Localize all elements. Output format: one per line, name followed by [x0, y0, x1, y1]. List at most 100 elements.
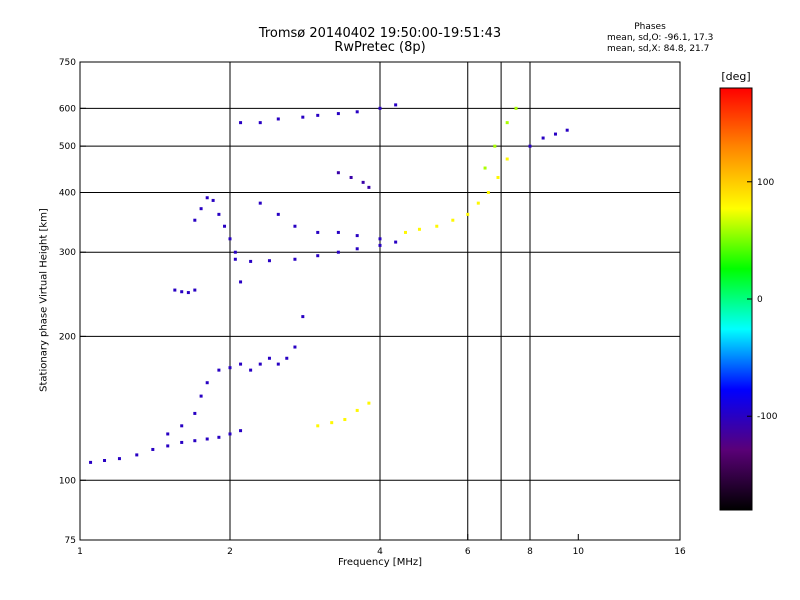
data-point	[285, 356, 289, 360]
data-point	[211, 198, 215, 202]
data-point	[293, 224, 297, 228]
data-point	[180, 290, 184, 294]
data-point	[336, 250, 340, 254]
data-point	[316, 113, 320, 117]
data-point	[355, 234, 359, 238]
data-point	[343, 418, 347, 422]
data-point	[505, 121, 509, 125]
data-point	[205, 381, 209, 385]
data-point	[217, 368, 221, 372]
data-point	[476, 201, 480, 205]
y-tick-label: 300	[59, 248, 76, 258]
data-point	[394, 240, 398, 244]
data-point	[151, 447, 155, 451]
data-point	[293, 345, 297, 349]
phase-stats-o: mean, sd,O: -96.1, 17.3	[607, 33, 714, 43]
data-point	[367, 185, 371, 189]
data-point	[239, 429, 243, 433]
data-point	[233, 250, 237, 254]
data-point	[205, 196, 209, 200]
data-point	[193, 439, 197, 443]
y-tick-label: 400	[59, 188, 76, 198]
data-point	[451, 218, 455, 222]
data-point	[89, 460, 93, 464]
chart-title: Tromsø 20140402 19:50:00-19:51:43	[258, 26, 502, 41]
data-point	[565, 128, 569, 132]
data-point	[301, 115, 305, 119]
data-point	[483, 166, 487, 170]
data-point	[493, 144, 497, 148]
x-axis-label: Frequency [MHz]	[337, 557, 423, 568]
data-point	[193, 288, 197, 292]
data-point	[193, 411, 197, 415]
data-point	[435, 224, 439, 228]
data-point	[403, 230, 407, 234]
phase-stats-x: mean, sd,X: 84.8, 21.7	[607, 44, 710, 54]
data-point	[316, 254, 320, 258]
data-point	[258, 201, 262, 205]
data-point	[541, 136, 545, 140]
data-point	[135, 453, 139, 457]
colorbar-tick-label: 100	[757, 178, 774, 188]
colorbar	[719, 87, 753, 511]
data-point	[193, 218, 197, 222]
data-point	[316, 230, 320, 234]
data-point	[355, 110, 359, 114]
scatter-points	[89, 103, 569, 464]
grid-lines	[80, 62, 680, 540]
y-tick-label: 600	[59, 104, 76, 114]
data-point	[336, 230, 340, 234]
data-point	[276, 212, 280, 216]
data-point	[367, 401, 371, 405]
data-point	[173, 288, 177, 292]
colorbar-tick-label: 0	[757, 295, 763, 305]
data-point	[239, 280, 243, 284]
data-point	[249, 368, 253, 372]
colorbar-tick-label: -100	[757, 412, 778, 422]
colorbar-unit-label: [deg]	[721, 70, 751, 83]
data-point	[117, 457, 121, 461]
data-point	[330, 421, 334, 425]
x-tick-label: 6	[465, 547, 471, 557]
data-point	[180, 440, 184, 444]
data-point	[239, 362, 243, 366]
data-point	[378, 106, 382, 110]
data-point	[361, 180, 365, 184]
data-point	[228, 432, 232, 436]
data-point	[336, 112, 340, 116]
data-point	[301, 315, 305, 319]
data-point	[514, 106, 518, 110]
data-point	[233, 257, 237, 261]
x-tick-label: 4	[377, 547, 383, 557]
data-point	[394, 103, 398, 107]
data-point	[217, 435, 221, 439]
x-tick-label: 8	[527, 547, 533, 557]
x-tick-label: 1	[77, 547, 83, 557]
y-axis-label: Stationary phase Virtual Height [km]	[38, 208, 50, 392]
axis-ticks: 1 2 4 6 8 10 16 750 600 500 400 300 200 100 75	[59, 58, 686, 557]
data-point	[528, 144, 532, 148]
data-point	[378, 243, 382, 247]
data-point	[267, 259, 271, 263]
data-point	[223, 224, 227, 228]
data-point	[417, 227, 421, 231]
chart-subtitle: RwPretec (8p)	[334, 40, 426, 55]
data-point	[505, 157, 509, 161]
data-point	[316, 424, 320, 428]
y-tick-label: 200	[59, 332, 76, 342]
data-point	[239, 121, 243, 125]
data-point	[199, 207, 203, 211]
data-point	[258, 121, 262, 125]
data-point	[336, 171, 340, 175]
data-point	[166, 444, 170, 448]
phases-heading: Phases	[634, 22, 666, 32]
data-point	[466, 212, 470, 216]
data-point	[355, 408, 359, 412]
data-point	[199, 394, 203, 398]
data-point	[293, 257, 297, 261]
data-point	[267, 356, 271, 360]
data-point	[258, 362, 262, 366]
data-point	[205, 437, 209, 441]
y-tick-label: 100	[59, 476, 76, 486]
